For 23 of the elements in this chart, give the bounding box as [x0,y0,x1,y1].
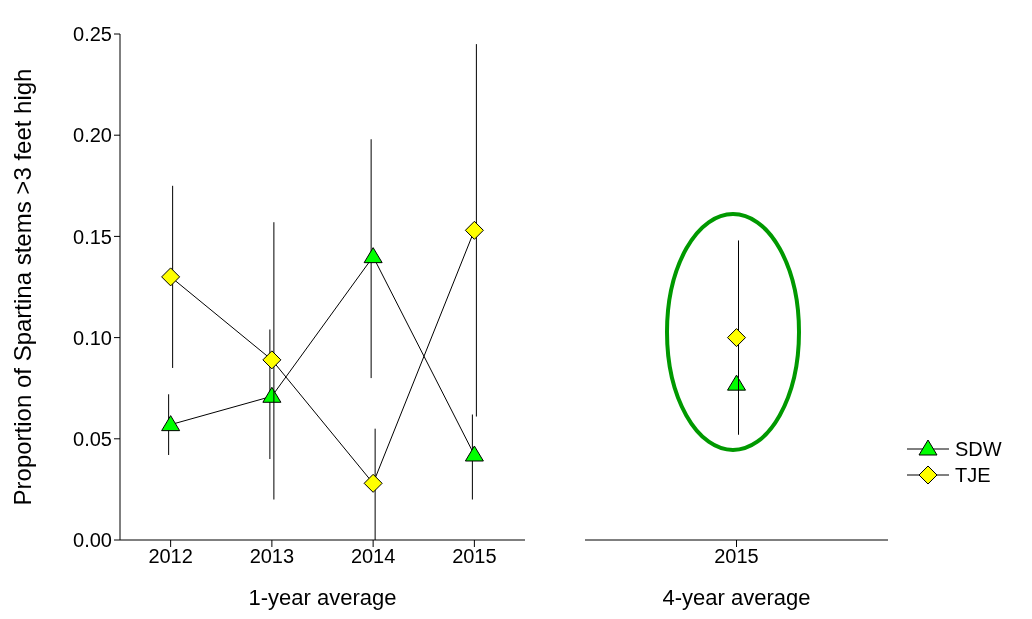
x-tick-label: 2014 [350,545,396,568]
y-axis-title: Proportion of Spartina stems >3 feet high [8,68,36,506]
x-tick-label: 2015 [714,545,759,568]
point [363,247,383,264]
y-tick-label: 0.10 [73,326,112,349]
y-tick-label: 0.20 [73,124,112,147]
x-tick-label: 2013 [249,545,295,568]
point [363,473,383,493]
x-tick-label: 2015 [452,545,497,568]
y-tick-label: 0.15 [73,225,112,248]
point [262,350,282,370]
point [161,267,181,287]
point [161,415,181,432]
legend-label: TJE [955,463,991,487]
legend-label: SDW [955,437,1002,461]
y-tick-label: 0.00 [73,529,112,552]
y-tick-label: 0.25 [73,23,112,46]
y-tick-label: 0.05 [73,427,112,450]
x-tick-label: 2012 [148,545,193,568]
x-axis-title: 1-year average [248,585,397,610]
x-axis-title: 4-year average [662,585,811,610]
point [464,445,484,462]
point [464,220,484,240]
